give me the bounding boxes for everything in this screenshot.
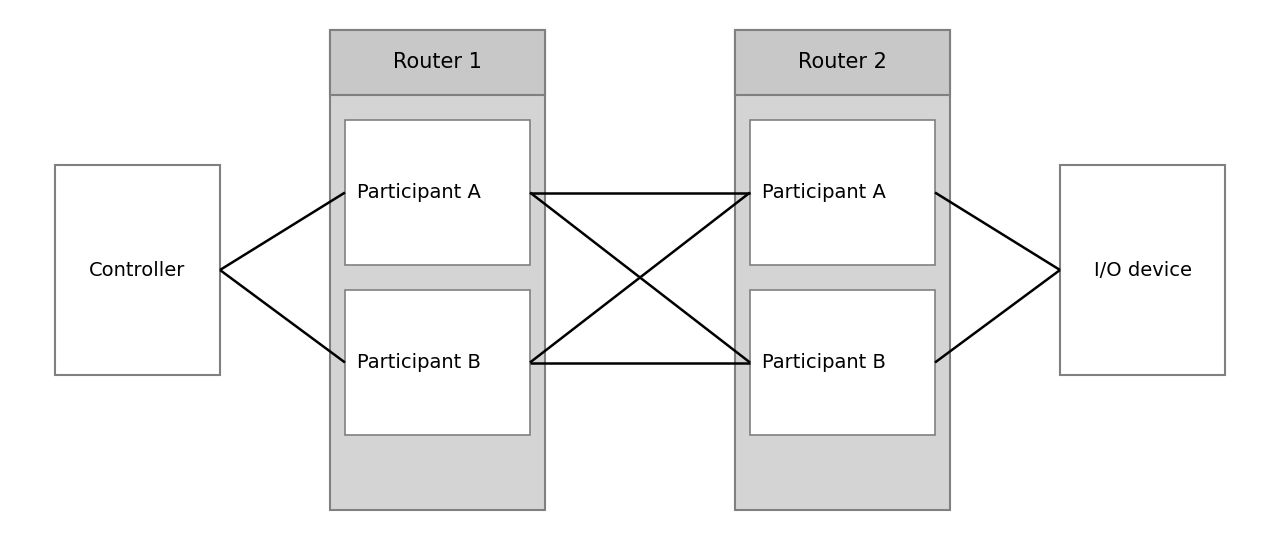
Text: I/O device: I/O device: [1093, 261, 1192, 280]
Bar: [330, 30, 545, 510]
Bar: [330, 30, 545, 95]
Text: Participant A: Participant A: [357, 183, 481, 202]
Text: Participant B: Participant B: [357, 353, 481, 372]
Bar: [735, 30, 950, 510]
Bar: [346, 290, 530, 435]
Bar: [346, 120, 530, 265]
Bar: [735, 30, 950, 95]
Text: Participant B: Participant B: [762, 353, 886, 372]
Text: Participant A: Participant A: [762, 183, 886, 202]
Bar: [55, 165, 220, 375]
Bar: [1060, 165, 1225, 375]
Text: Router 1: Router 1: [393, 53, 483, 72]
Bar: [750, 120, 934, 265]
Bar: [750, 290, 934, 435]
Text: Controller: Controller: [90, 261, 186, 280]
Text: Router 2: Router 2: [797, 53, 887, 72]
